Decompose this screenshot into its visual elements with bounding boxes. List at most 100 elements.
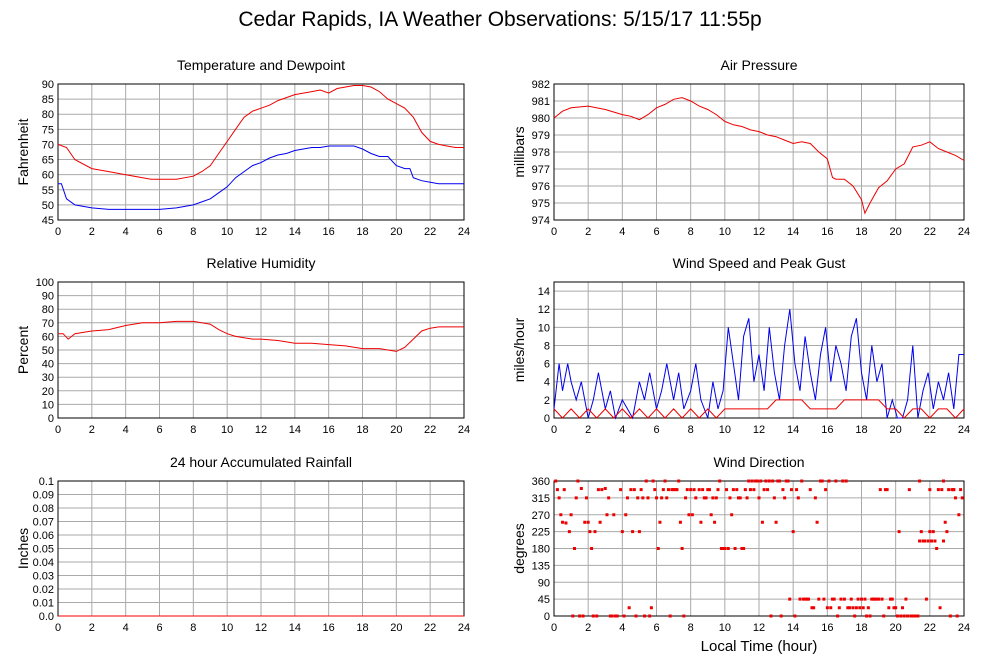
y-tick-label: 65 <box>42 155 54 167</box>
data-point <box>672 488 676 492</box>
data-point <box>619 488 623 492</box>
x-tick-label: 10 <box>221 226 233 238</box>
series-line-1 <box>553 399 965 419</box>
x-tick-label: 10 <box>221 424 233 436</box>
y-axis-label: degrees <box>511 523 527 574</box>
data-point <box>591 614 595 618</box>
data-point <box>656 547 660 550</box>
data-point <box>665 496 669 500</box>
data-point <box>890 597 894 601</box>
data-point <box>653 488 657 492</box>
data-point <box>942 479 945 483</box>
x-tick-label: 24 <box>458 622 470 634</box>
data-point <box>677 479 681 483</box>
data-point <box>853 614 857 618</box>
data-point <box>895 614 899 618</box>
data-point <box>825 606 829 610</box>
data-point <box>805 597 809 601</box>
data-point <box>607 496 611 500</box>
data-point <box>584 496 588 500</box>
data-point <box>738 496 742 500</box>
data-point <box>854 606 858 610</box>
y-axis-label: Fahrenheit <box>15 118 31 185</box>
data-point <box>772 496 776 500</box>
data-point <box>798 597 802 601</box>
data-point <box>834 479 838 483</box>
data-point <box>928 530 932 534</box>
data-point <box>759 479 763 483</box>
data-point <box>643 614 647 618</box>
data-point <box>788 597 792 601</box>
data-point <box>832 597 836 601</box>
data-point <box>726 547 730 550</box>
data-point <box>889 597 893 601</box>
data-point <box>902 614 906 618</box>
data-point <box>559 513 563 517</box>
data-point <box>730 513 734 517</box>
data-point <box>578 614 582 618</box>
y-tick-label: 979 <box>532 130 550 142</box>
data-point <box>694 496 698 500</box>
data-point <box>579 487 583 490</box>
data-point <box>699 520 703 524</box>
chart-title: Relative Humidity <box>207 255 316 271</box>
data-point <box>899 614 903 618</box>
data-point <box>918 479 922 483</box>
data-point <box>839 597 843 601</box>
y-tick-label: 0.07 <box>33 517 54 529</box>
data-point <box>571 614 575 618</box>
data-point <box>624 513 628 517</box>
y-tick-label: 50 <box>42 345 54 357</box>
y-tick-label: 70 <box>42 139 54 151</box>
y-axis-label: Inches <box>15 528 31 569</box>
data-point <box>649 606 653 610</box>
x-tick-label: 22 <box>424 424 436 436</box>
x-tick-label: 18 <box>356 424 368 436</box>
x-tick-label: 4 <box>619 226 625 238</box>
x-tick-label: 10 <box>719 622 731 634</box>
data-point <box>614 614 617 618</box>
x-tick-label: 14 <box>787 424 799 436</box>
y-tick-label: 75 <box>42 124 54 136</box>
x-tick-label: 16 <box>821 226 833 238</box>
data-point <box>721 547 725 550</box>
x-tick-label: 12 <box>255 226 267 238</box>
y-tick-label: 0.05 <box>33 544 54 556</box>
data-point <box>873 597 877 601</box>
y-axis-label: Percent <box>15 326 31 374</box>
data-point <box>919 530 923 534</box>
x-tick-label: 14 <box>289 424 301 436</box>
y-tick-label: 981 <box>532 96 550 108</box>
x-tick-label: 20 <box>890 622 902 634</box>
data-point <box>877 597 881 601</box>
x-tick-label: 4 <box>619 424 625 436</box>
y-tick-label: 10 <box>42 399 54 411</box>
data-point <box>661 488 665 492</box>
data-point <box>689 488 693 492</box>
y-tick-label: 180 <box>532 544 550 556</box>
chart-title: Temperature and Dewpoint <box>177 57 345 73</box>
data-point <box>733 547 737 550</box>
data-point <box>586 520 590 524</box>
data-point <box>793 614 797 618</box>
x-tick-label: 10 <box>221 622 233 634</box>
y-tick-label: 2 <box>544 395 550 407</box>
y-tick-label: 80 <box>42 109 54 121</box>
data-point <box>849 597 853 601</box>
y-tick-label: 0 <box>544 413 550 425</box>
data-point <box>573 547 576 550</box>
data-point <box>660 496 664 500</box>
data-point <box>678 520 682 524</box>
x-tick-label: 6 <box>156 424 162 436</box>
x-tick-label: 14 <box>289 622 301 634</box>
x-tick-label: 8 <box>190 622 196 634</box>
data-point <box>812 606 816 610</box>
x-tick-label: 8 <box>688 226 694 238</box>
y-axis-label: millibars <box>511 126 527 177</box>
data-point <box>863 597 867 601</box>
y-tick-label: 0.04 <box>33 557 54 569</box>
data-point <box>841 479 845 483</box>
y-tick-label: 0.02 <box>33 584 54 596</box>
data-point <box>930 539 934 543</box>
